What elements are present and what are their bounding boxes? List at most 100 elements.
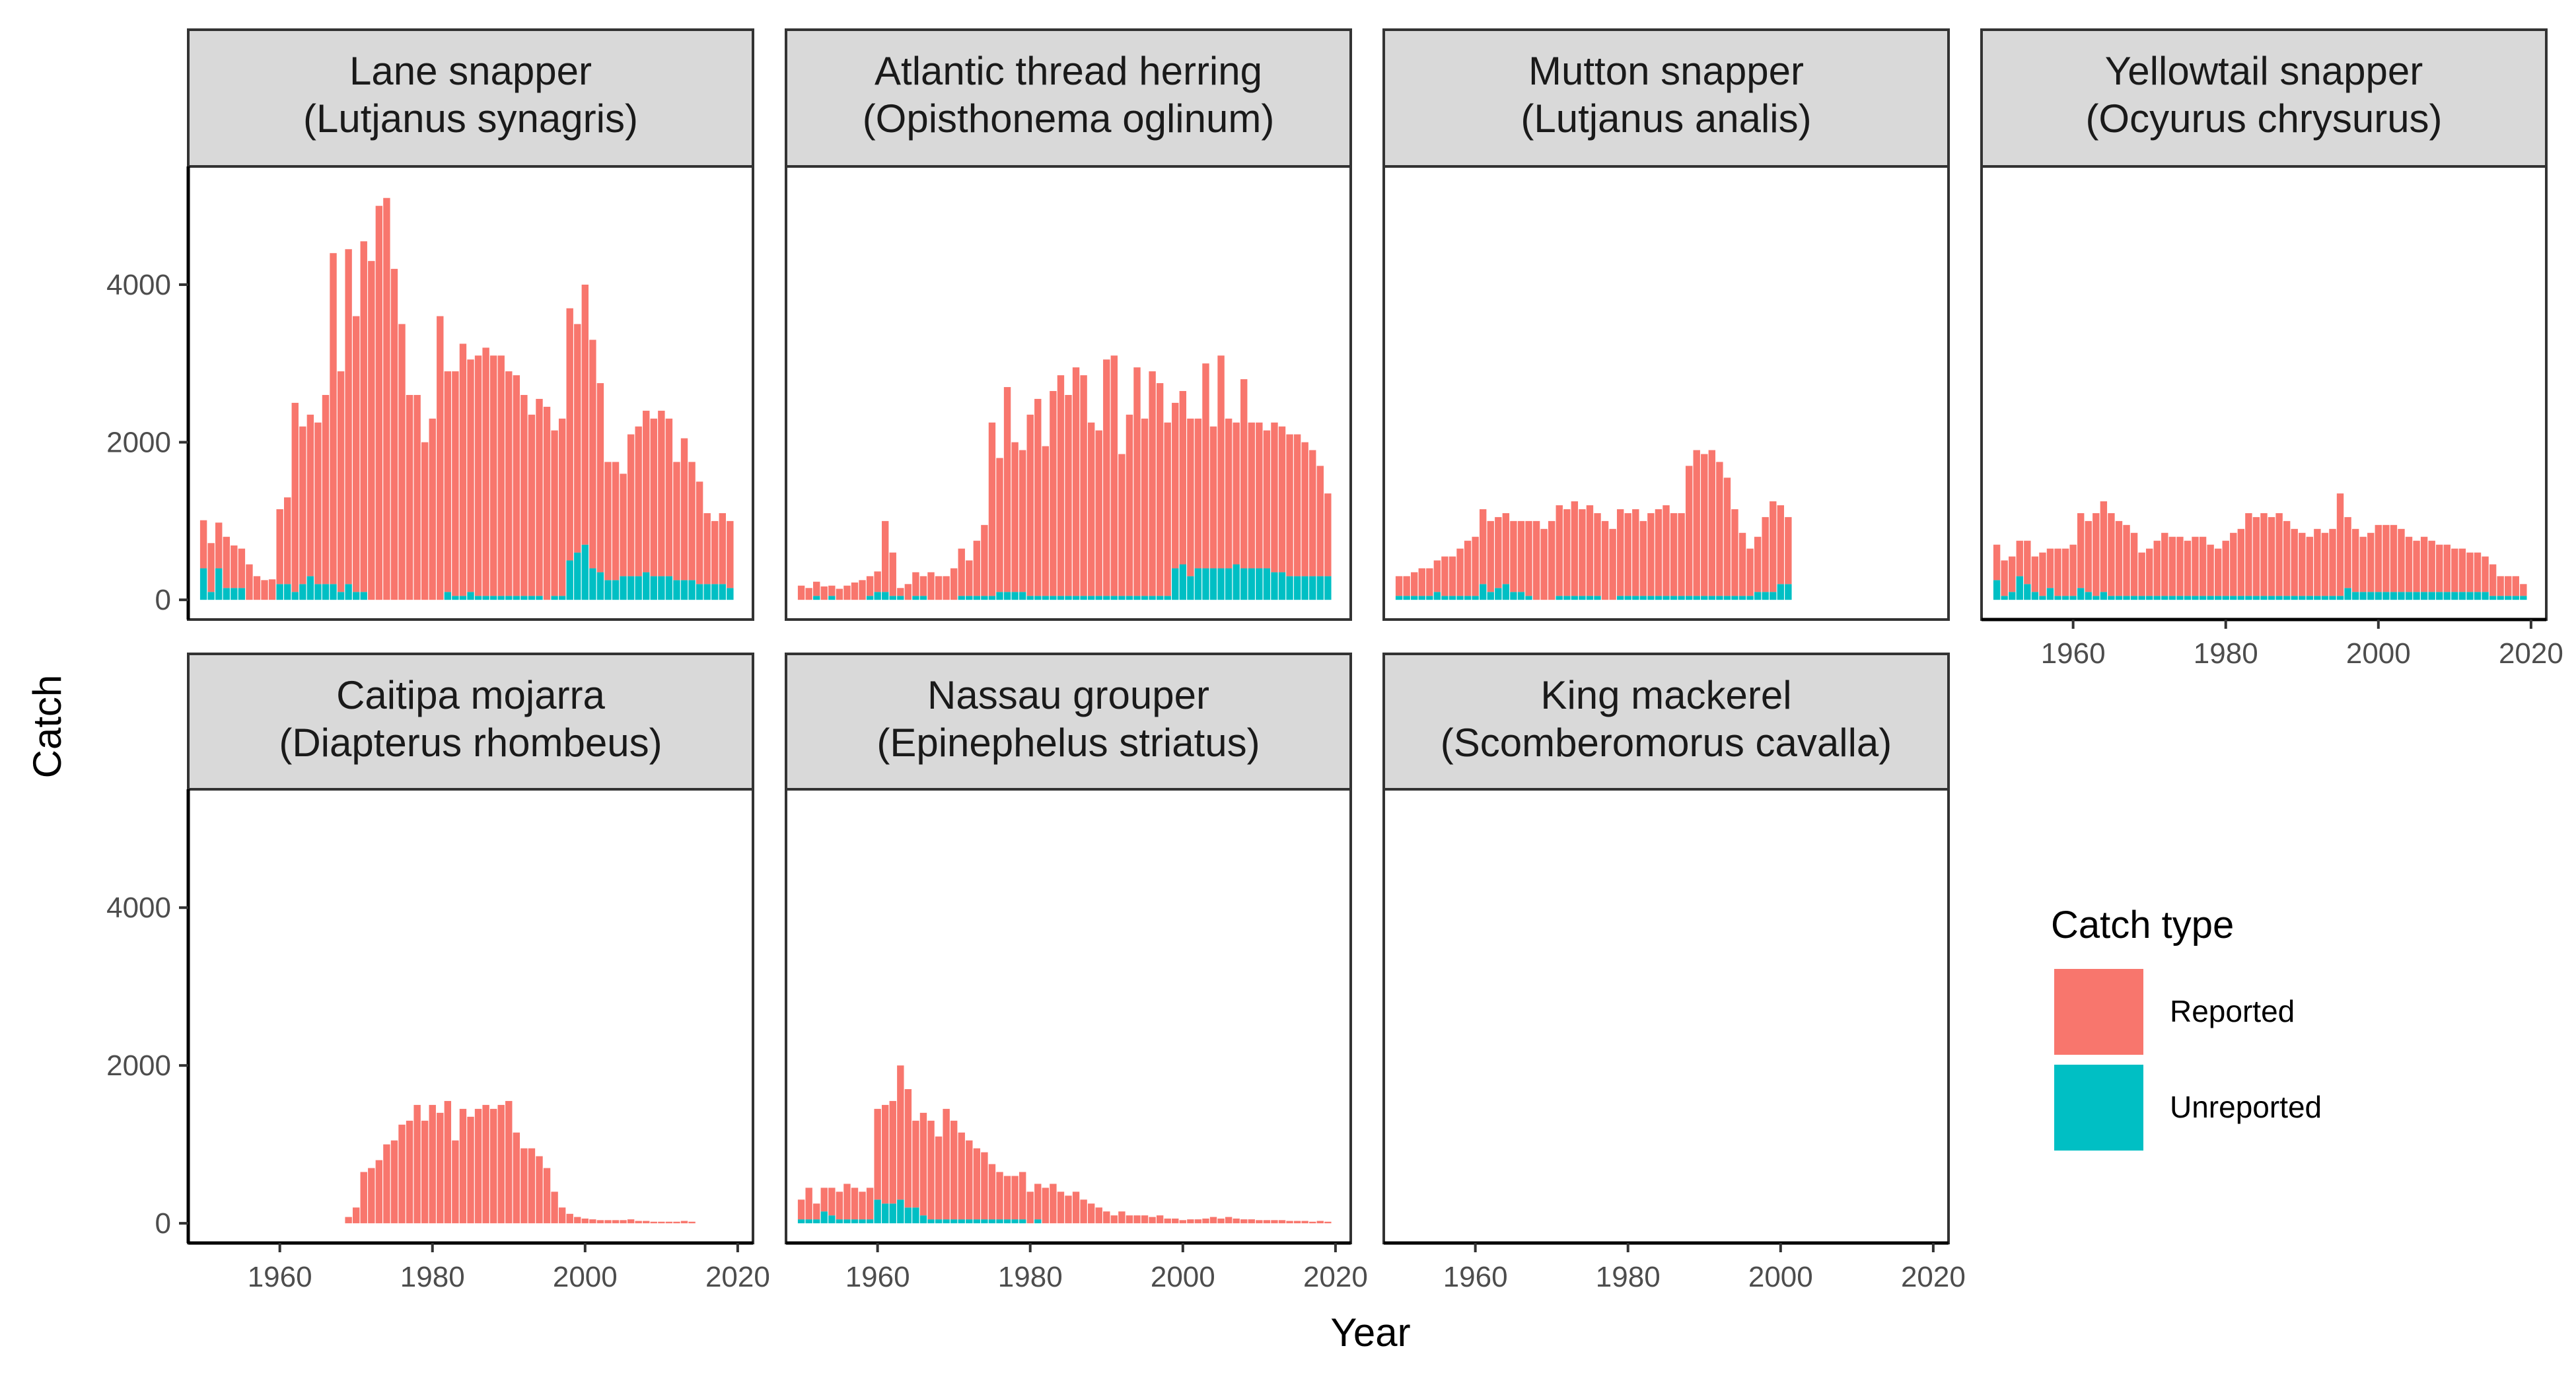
bar-reported bbox=[1187, 418, 1194, 577]
bar-unreported bbox=[2443, 592, 2451, 600]
bar-unreported bbox=[912, 596, 919, 600]
bar-unreported bbox=[1141, 596, 1149, 600]
bar-reported bbox=[1464, 540, 1472, 596]
bar-unreported bbox=[1187, 576, 1194, 600]
bar-unreported bbox=[988, 596, 996, 600]
bar-unreported bbox=[1019, 592, 1026, 600]
bar-reported bbox=[345, 249, 352, 585]
bar-unreported bbox=[1441, 596, 1449, 600]
bar-reported bbox=[2260, 513, 2268, 596]
bar-reported bbox=[1003, 387, 1011, 592]
bar-reported bbox=[1548, 520, 1556, 600]
bar-reported bbox=[406, 1120, 413, 1224]
bar-reported bbox=[421, 1120, 429, 1224]
bar-unreported bbox=[1026, 596, 1034, 600]
bar-reported bbox=[958, 548, 965, 596]
x-tick-label: 2020 bbox=[1303, 1261, 1368, 1293]
bar-unreported bbox=[2077, 588, 2085, 600]
y-axis-title: Catch bbox=[25, 675, 69, 779]
bar-reported bbox=[836, 1191, 843, 1220]
bar-unreported bbox=[1050, 596, 1057, 600]
bar-reported bbox=[1456, 548, 1464, 596]
bar-unreported bbox=[604, 580, 612, 600]
bar-unreported bbox=[1754, 592, 1762, 600]
bar-unreported bbox=[919, 596, 927, 600]
bar-reported bbox=[2466, 552, 2474, 592]
facet-panel: Yellowtail snapper(Ocyurus chrysurus) 196… bbox=[1980, 28, 2563, 670]
bar-unreported bbox=[1019, 1219, 1026, 1224]
bar-unreported bbox=[1316, 576, 1324, 600]
facet-title-scientific-name: (Scomberomorus cavalla) bbox=[1441, 721, 1892, 765]
bar-reported bbox=[596, 383, 604, 573]
bar-reported bbox=[398, 1124, 406, 1224]
bar-unreported bbox=[444, 592, 452, 600]
bar-unreported bbox=[1678, 596, 1685, 600]
bar-unreported bbox=[843, 1219, 851, 1224]
bar-reported bbox=[688, 1221, 696, 1224]
bar-unreported bbox=[988, 1219, 996, 1224]
bar-reported bbox=[429, 418, 436, 600]
facet-title-common-name: Caitipa mojarra bbox=[336, 673, 605, 717]
bar-unreported bbox=[1556, 596, 1563, 600]
bar-unreported bbox=[813, 1219, 820, 1224]
bar-reported bbox=[1579, 509, 1586, 596]
bar-unreported bbox=[882, 592, 889, 600]
bar-unreported bbox=[2199, 596, 2207, 600]
bar-reported bbox=[897, 1065, 904, 1200]
bar-unreported bbox=[973, 1219, 981, 1224]
bar-unreported bbox=[1065, 596, 1072, 600]
bar-unreported bbox=[958, 1219, 965, 1224]
bar-unreported bbox=[1670, 596, 1678, 600]
bar-reported bbox=[566, 1213, 573, 1224]
bar-unreported bbox=[627, 576, 635, 600]
bar-unreported bbox=[452, 596, 459, 600]
bar-unreported bbox=[299, 584, 306, 600]
bar-reported bbox=[1126, 414, 1133, 596]
bar-reported bbox=[1639, 520, 1647, 596]
bar-reported bbox=[2199, 536, 2207, 596]
bar-unreported bbox=[2283, 596, 2291, 600]
bar-reported bbox=[627, 1219, 635, 1224]
bar-reported bbox=[1532, 520, 1540, 600]
bar-unreported bbox=[536, 596, 543, 600]
bar-reported bbox=[1256, 422, 1263, 569]
bar-unreported bbox=[1449, 596, 1456, 600]
bar-reported bbox=[1240, 1219, 1248, 1224]
bar-reported bbox=[2161, 532, 2168, 596]
bar-unreported bbox=[1011, 1219, 1019, 1224]
bar-unreported bbox=[1510, 592, 1517, 600]
bar-reported bbox=[1164, 1218, 1171, 1224]
bar-unreported bbox=[2016, 576, 2023, 600]
bar-unreported bbox=[513, 596, 520, 600]
bar-reported bbox=[1777, 505, 1785, 585]
bar-unreported bbox=[1647, 596, 1655, 600]
bar-reported bbox=[1271, 1220, 1278, 1224]
bar-unreported bbox=[943, 1219, 950, 1224]
bar-reported bbox=[368, 1168, 375, 1224]
bar-unreported bbox=[2466, 592, 2474, 600]
bar-unreported bbox=[966, 596, 973, 600]
bar-unreported bbox=[643, 572, 650, 600]
bar-reported bbox=[2314, 528, 2321, 596]
bar-reported bbox=[919, 576, 927, 596]
bar-reported bbox=[2344, 516, 2351, 588]
bar-reported bbox=[2230, 532, 2237, 596]
bar-reported bbox=[1738, 532, 1746, 596]
bar-reported bbox=[1426, 568, 1433, 596]
bar-reported bbox=[2108, 513, 2115, 596]
bar-reported bbox=[352, 316, 360, 592]
bar-unreported bbox=[2115, 596, 2123, 600]
bar-reported bbox=[2077, 513, 2085, 588]
bar-unreported bbox=[874, 592, 881, 600]
bar-unreported bbox=[1624, 596, 1631, 600]
bar-reported bbox=[1701, 454, 1708, 596]
bar-unreported bbox=[1087, 596, 1095, 600]
bar-unreported bbox=[1110, 596, 1118, 600]
bar-reported bbox=[727, 520, 734, 588]
bar-reported bbox=[797, 1199, 805, 1220]
bar-unreported bbox=[612, 580, 620, 600]
bar-reported bbox=[650, 1221, 657, 1224]
bar-reported bbox=[813, 1203, 820, 1220]
bar-unreported bbox=[2161, 596, 2168, 600]
facet-strip bbox=[187, 653, 754, 791]
